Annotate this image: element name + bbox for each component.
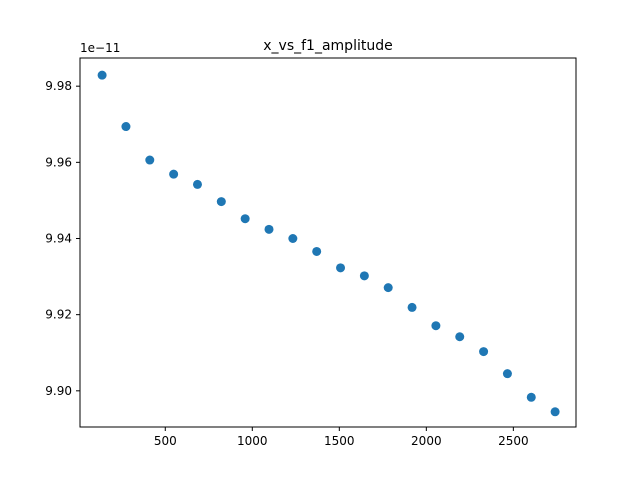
data-point: [145, 155, 155, 165]
data-point: [502, 369, 512, 379]
data-point: [264, 224, 274, 234]
chart-title: x_vs_f1_amplitude: [263, 38, 392, 54]
data-point: [359, 271, 369, 281]
y-tick-label: 9.96: [45, 155, 72, 169]
data-point: [312, 246, 322, 256]
data-points: [97, 70, 560, 417]
data-point: [240, 214, 250, 224]
data-point: [336, 263, 346, 273]
data-point: [192, 179, 202, 189]
data-point: [431, 321, 441, 331]
data-point: [288, 234, 298, 244]
x-tick-label: 2000: [411, 434, 442, 448]
x-tick-label: 1000: [237, 434, 268, 448]
x-tick-label: 1500: [324, 434, 355, 448]
x-tick-label: 2500: [498, 434, 529, 448]
data-point: [455, 332, 465, 342]
data-point: [121, 122, 131, 132]
y-tick-label: 9.94: [45, 232, 72, 246]
y-tick-label: 9.90: [45, 384, 72, 398]
data-point: [407, 302, 417, 312]
data-point: [169, 169, 179, 179]
data-point: [216, 197, 226, 207]
x-tick-label: 500: [154, 434, 177, 448]
data-point: [479, 347, 489, 357]
data-point: [550, 407, 560, 417]
data-point: [526, 392, 536, 402]
x-axis: 500 1000 1500 2000 2500: [154, 427, 529, 448]
y-axis: 9.90 9.92 9.94 9.96 9.98: [45, 79, 80, 398]
data-point: [97, 70, 107, 80]
y-tick-label: 9.92: [45, 308, 72, 322]
y-tick-label: 9.98: [45, 79, 72, 93]
data-point: [383, 283, 393, 293]
plot-area-frame: [79, 57, 577, 428]
y-axis-offset-label: 1e−11: [80, 41, 120, 55]
